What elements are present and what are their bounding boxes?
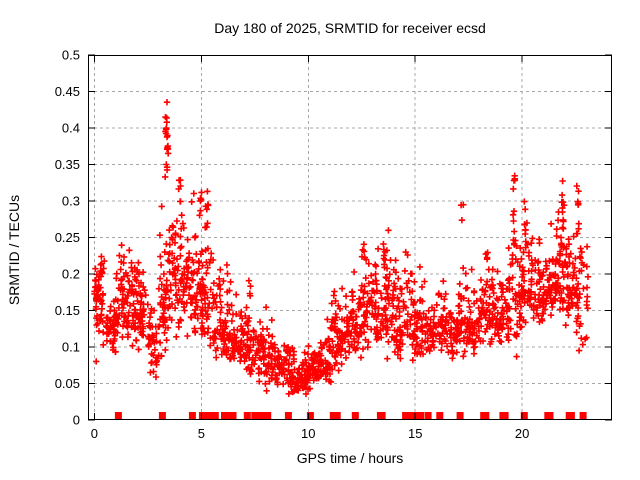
- y-tick-label: 0.3: [62, 194, 80, 209]
- zero-flag-square: [424, 412, 432, 419]
- zero-flag-square: [501, 412, 509, 419]
- zero-flag-square: [436, 412, 444, 419]
- zero-flag-square: [114, 412, 122, 419]
- y-tick-label: 0.35: [55, 157, 80, 172]
- chart-title: Day 180 of 2025, SRMTID for receiver ecs…: [214, 20, 486, 36]
- y-tick-label: 0.05: [55, 376, 80, 391]
- zero-flag-square: [456, 412, 464, 419]
- srmtid-plus-markers: [91, 99, 592, 398]
- scatter-points: [91, 99, 592, 398]
- zero-flag-square: [188, 412, 196, 419]
- zero-flag-square: [333, 412, 341, 419]
- x-tick-label: 0: [91, 426, 98, 441]
- zero-flag-square: [351, 412, 359, 419]
- x-axis-label: GPS time / hours: [297, 450, 404, 466]
- zero-flag-square: [482, 412, 490, 419]
- zero-flag-square: [520, 412, 528, 419]
- y-axis-label: SRMTID / TECUs: [6, 195, 22, 305]
- tick-labels: 0 5 10 15 20 0 0.05 0.1 0.15 0.2 0.25 0.3 0.35 0.4 0.4…: [55, 48, 530, 442]
- y-tick-label: 0.5: [62, 48, 80, 63]
- zero-flag-points: [114, 412, 587, 419]
- zero-flag-square: [579, 412, 587, 419]
- y-tick-label: 0.4: [62, 121, 80, 136]
- x-tick-label: 15: [408, 426, 422, 441]
- y-tick-label: 0.1: [62, 340, 80, 355]
- zero-flag-square: [257, 412, 265, 419]
- zero-flag-square: [158, 412, 166, 419]
- x-tick-label: 10: [301, 426, 315, 441]
- x-tick-label: 20: [515, 426, 529, 441]
- y-tick-label: 0.25: [55, 230, 80, 245]
- x-tick-label: 5: [198, 426, 205, 441]
- zero-flag-square: [284, 412, 292, 419]
- zero-flag-square: [546, 412, 554, 419]
- zero-flag-square: [264, 412, 272, 419]
- plot-frame: [88, 54, 612, 421]
- zero-flag-square: [402, 412, 410, 419]
- zero-flag-square: [417, 412, 425, 419]
- y-tick-label: 0.15: [55, 303, 80, 318]
- y-tick-label: 0.2: [62, 267, 80, 282]
- zero-flag-square: [306, 412, 314, 419]
- y-tick-label: 0.45: [55, 84, 80, 99]
- zero-flag-square: [243, 412, 251, 419]
- zero-flag-square: [221, 412, 228, 419]
- zero-flag-square: [409, 412, 417, 419]
- zero-flag-square: [211, 412, 219, 419]
- zero-flag-square: [329, 412, 337, 419]
- grid-layer: [88, 55, 612, 420]
- zero-flag-square: [378, 412, 386, 419]
- zero-flag-square: [567, 412, 575, 419]
- y-tick-label: 0: [73, 413, 80, 428]
- zero-flag-square: [229, 412, 237, 419]
